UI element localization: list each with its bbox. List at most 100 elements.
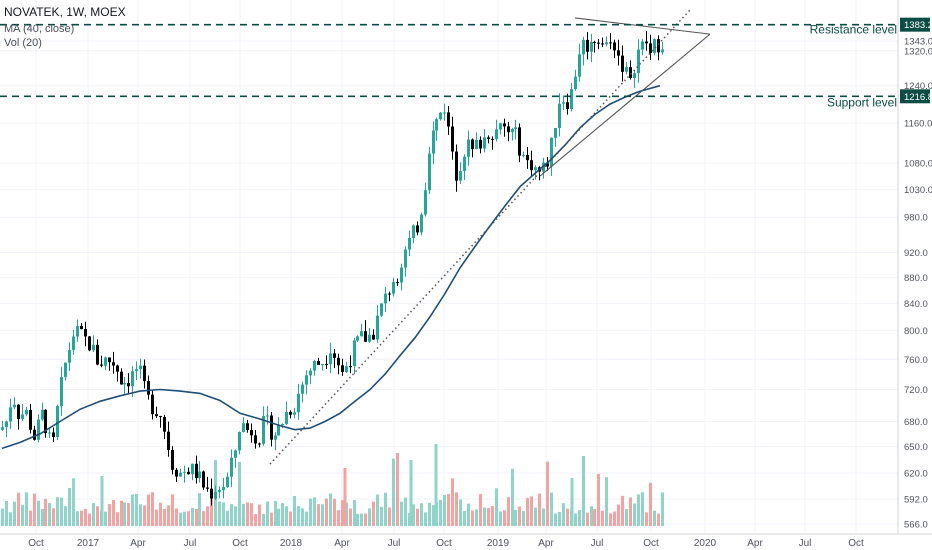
candle-body <box>175 469 178 477</box>
candle-body <box>629 67 632 79</box>
candle-body <box>526 154 529 161</box>
volume-bar <box>222 502 225 526</box>
volume-bar <box>88 513 91 526</box>
volume-bar <box>633 503 636 526</box>
volume-bar <box>518 506 521 526</box>
price-tick-label: 1080.0 <box>904 158 932 169</box>
candle-body <box>321 364 324 366</box>
volume-bar <box>321 504 324 526</box>
candle-body <box>13 404 16 408</box>
candle-body <box>226 476 229 488</box>
volume-bar <box>593 509 596 526</box>
volume-bar <box>621 495 624 526</box>
candle-body <box>428 153 431 191</box>
volume-bar <box>262 513 265 526</box>
candle-body <box>309 370 312 376</box>
grid <box>0 0 898 534</box>
volume-bar <box>649 482 652 526</box>
volume-bar <box>356 513 359 526</box>
candle-body <box>463 156 466 171</box>
candle-body <box>447 112 450 127</box>
candle-body <box>408 237 411 250</box>
candle-body <box>88 336 91 351</box>
volume-bar <box>380 506 383 526</box>
volume-bar <box>337 510 340 526</box>
candle-body <box>270 415 273 440</box>
time-tick-label: Apr <box>130 538 146 549</box>
volume-bar <box>613 511 616 526</box>
candle-body <box>558 103 561 129</box>
candle-body <box>250 430 253 436</box>
candle-body <box>416 225 419 233</box>
symbol-title: NOVATEK, 1W, MOEX <box>4 5 126 19</box>
candle-body <box>495 129 498 140</box>
candle-body <box>242 423 245 433</box>
time-axis: Oct 2017 Apr Jul Oct 2018 Apr Jul Oct 2019 Apr Jul O… <box>0 533 932 549</box>
volume-bar <box>562 503 565 526</box>
volume-bar <box>550 492 553 526</box>
volume-bar <box>277 508 280 526</box>
candle-body <box>254 435 257 444</box>
candle-body <box>281 423 284 426</box>
candle-body <box>518 127 521 156</box>
volume-bar <box>538 493 541 526</box>
volume-bars <box>1 444 664 526</box>
volume-bar <box>285 506 288 526</box>
volume-bar <box>187 511 190 526</box>
candle-body <box>104 357 107 366</box>
volume-bar <box>507 497 510 526</box>
candle-body <box>404 249 407 268</box>
price-tick-label: 720.0 <box>904 385 928 396</box>
price-tick-label: 566.0 <box>904 520 928 531</box>
candle-body <box>337 357 340 366</box>
candle-body <box>392 282 395 294</box>
candle-body <box>329 353 332 365</box>
candle-body <box>507 126 510 133</box>
volume-bar <box>305 511 308 526</box>
candle-body <box>633 73 636 79</box>
volume-bar <box>198 493 201 526</box>
volume-bar <box>582 456 585 526</box>
candle-body <box>420 214 423 233</box>
candle-body <box>120 371 123 385</box>
volume-bar <box>605 477 608 526</box>
candle-body <box>187 471 190 475</box>
candle-body <box>566 102 569 110</box>
candle-body <box>451 126 454 152</box>
candle-body <box>52 432 55 438</box>
candle-body <box>514 127 517 129</box>
volume-bar <box>250 503 253 526</box>
volume-bar <box>412 504 415 526</box>
candle-body <box>183 471 186 473</box>
volume-bar <box>183 511 186 526</box>
volume-bar <box>167 505 170 526</box>
volume-bar <box>230 504 233 526</box>
candle-body <box>44 409 47 434</box>
candle-body <box>349 366 352 368</box>
candle-body <box>483 137 486 149</box>
ma-line <box>1 84 661 450</box>
time-tick-label: Jul <box>388 538 401 549</box>
price-tick-label: 1216.8 <box>904 92 932 103</box>
level-lines: Resistance level Support level <box>0 23 898 109</box>
trend-lines <box>269 9 711 465</box>
volume-bar <box>333 498 336 526</box>
volume-bar <box>242 503 245 526</box>
price-tick-label: 1240.0 <box>904 81 932 92</box>
candle-body <box>637 49 640 74</box>
volume-bar <box>159 502 162 526</box>
price-tick-label: 920.0 <box>904 248 928 259</box>
candle-body <box>376 315 379 340</box>
volume-bar <box>432 505 435 526</box>
volume-bar <box>601 510 604 526</box>
candle-body <box>313 360 316 371</box>
candle-body <box>214 491 217 499</box>
moving-average <box>1 84 661 450</box>
price-tag-bg <box>900 17 930 32</box>
candle-body <box>661 49 664 53</box>
candle-body <box>388 293 391 295</box>
candle-body <box>353 340 356 367</box>
candle-body <box>475 139 478 150</box>
volume-bar <box>21 504 24 526</box>
